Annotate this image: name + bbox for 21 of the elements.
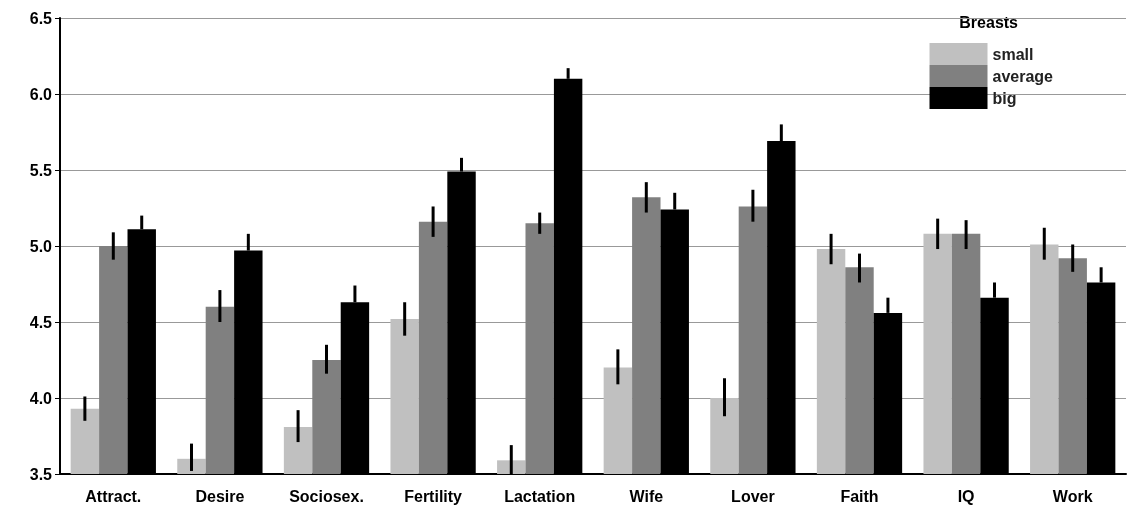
- y-tick-label: 5.0: [29, 237, 53, 255]
- x-tick-label: IQ: [957, 487, 975, 505]
- x-tick-label: Lover: [731, 487, 775, 505]
- legend-title: Breasts: [959, 13, 1019, 31]
- x-tick-label: Work: [1052, 487, 1093, 505]
- x-tick-label: Desire: [195, 487, 245, 505]
- y-tick-label: 4.0: [29, 389, 53, 407]
- x-tick-label: Fertility: [404, 487, 463, 505]
- x-tick-label: Sociosex.: [289, 487, 364, 505]
- y-tick-label: 4.5: [29, 313, 53, 331]
- y-tick-label: 6.0: [29, 85, 53, 103]
- x-tick-label: Wife: [629, 487, 664, 505]
- y-tick-label: 6.5: [29, 9, 53, 27]
- x-tick-label: Lactation: [504, 487, 576, 505]
- x-tick-label: Attract.: [85, 487, 142, 505]
- legend-label: average: [992, 67, 1054, 85]
- y-tick-label: 5.5: [29, 161, 53, 179]
- x-tick-label: Faith: [840, 487, 879, 505]
- y-tick-label: 3.5: [29, 465, 53, 483]
- legend-label: big: [992, 89, 1017, 107]
- legend-label: small: [992, 45, 1034, 63]
